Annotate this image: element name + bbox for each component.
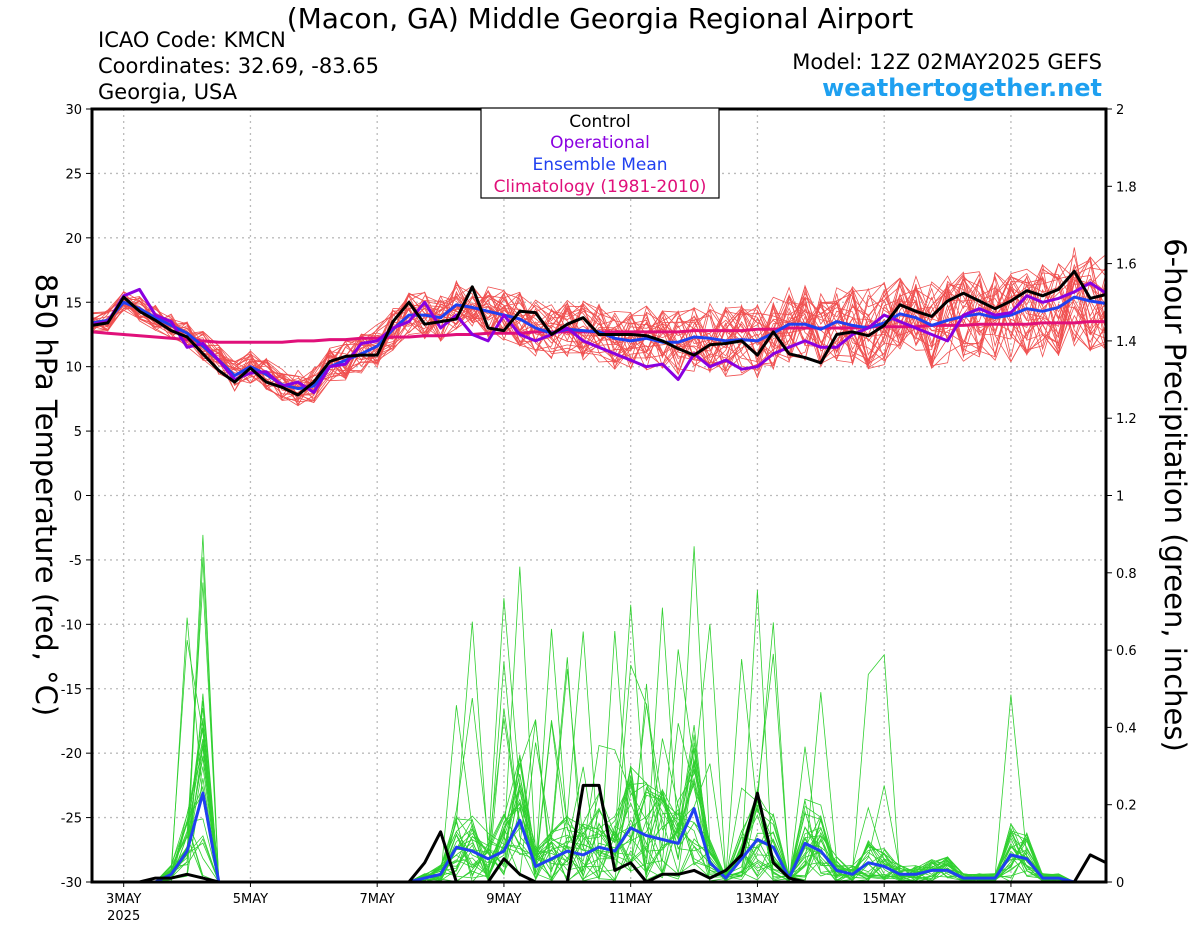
temperature-member-line [91,267,1107,387]
y-tick-label: -15 [61,683,82,698]
temperature-member-line [91,281,1107,399]
x-tick-label: 5MAY [233,892,268,907]
y-tick-label: 10 [65,361,82,376]
legend: Control Operational Ensemble Mean Climat… [480,107,720,199]
precip-member-line [92,747,1106,883]
legend-box [480,107,720,199]
temperature-member-line [91,264,1107,390]
y2-axis-label: 6-hour Precipitation (green, inches) [1158,238,1192,752]
y2-tick-label: 1 [1116,490,1124,505]
plot-frame [90,107,1108,884]
coordinates: Coordinates: 32.69, -83.65 [98,54,379,78]
y2-tick-label: 1.4 [1116,335,1137,350]
y2-tick-label: 2 [1116,103,1124,118]
temperature-member-line [91,260,1107,394]
precip-member-line [92,590,1106,883]
y2-tick-label: 0.4 [1116,721,1137,736]
legend-control: Control [569,112,630,132]
y-tick-label: 25 [65,167,82,182]
temperature-member-line [91,271,1107,396]
temperature-control-line [91,269,1107,397]
precip-member-line [92,756,1106,883]
y2-tick-label: 1.8 [1116,180,1137,195]
y-tick-label: 15 [65,296,82,311]
temperature-operational-line [91,281,1107,394]
y-tick-label: -20 [61,747,82,762]
y2-tick-label: 0.2 [1116,799,1137,814]
y2-tick-label: 0.6 [1116,644,1137,659]
temperature-member-line [91,275,1107,390]
temperature-member-line [91,263,1107,402]
x-tick-label: 11MAY [609,892,653,907]
x-tick-label: 9MAY [486,892,521,907]
x-tick-label: 17MAY [989,892,1033,907]
icao-code: ICAO Code: KMCN [98,28,286,52]
y-axis-label: 850 hPa Temperature (red, °C) [29,274,63,716]
legend-climatology: Climatology (1981-2010) [494,177,707,197]
y-tick-label: -25 [61,812,82,827]
y2-tick-label: 1.2 [1116,412,1137,427]
y-tick-label: 5 [74,425,82,440]
temperature-member-line [91,272,1107,407]
x-tick-label: 7MAY [360,892,395,907]
website-link[interactable]: weathertogether.net [822,74,1102,102]
y2-tick-label: 0.8 [1116,567,1137,582]
legend-operational: Operational [550,133,650,153]
grid [92,109,1106,882]
y-tick-label: -5 [69,554,82,569]
y-tick-label: -30 [61,876,82,891]
x-tick-sublabel: 2025 [107,909,140,924]
main-series [91,269,1107,884]
x-tick-label: 15MAY [862,892,906,907]
precip-member-line [92,546,1106,883]
y-tick-label: 0 [74,490,82,505]
precip-member-lines [92,534,1106,883]
precip-member-line [92,661,1106,883]
model-run: Model: 12Z 02MAY2025 GEFS [792,50,1102,74]
chart-title: (Macon, GA) Middle Georgia Regional Airp… [286,2,914,35]
x-tick-label: 3MAY [106,892,141,907]
y2-tick-label: 1.6 [1116,258,1137,273]
legend-ensemble-mean: Ensemble Mean [532,155,667,175]
region: Georgia, USA [98,80,238,104]
y-tick-label: -10 [61,618,82,633]
y-tick-label: 20 [65,232,82,247]
x-tick-label: 13MAY [736,892,780,907]
y-tick-label: 30 [65,103,82,118]
y2-tick-label: 0 [1116,876,1124,891]
precip-member-line [92,664,1106,883]
axes: 302520151050-5-10-15-20-25-3021.81.61.41… [61,103,1137,924]
precip-member-line [92,604,1106,883]
